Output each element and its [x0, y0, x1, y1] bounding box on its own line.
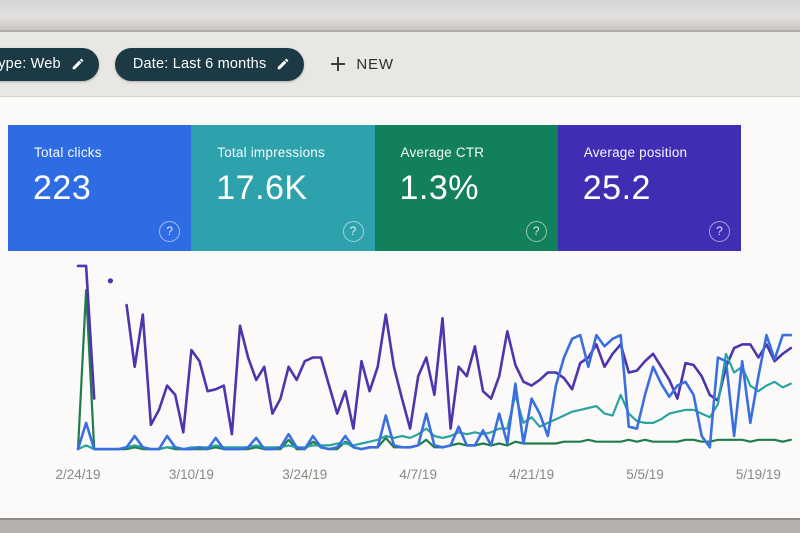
average-position-card[interactable]: Average position 25.2 ?: [557, 125, 741, 251]
card-value: 1.3%: [399, 169, 479, 207]
search-type-chip-label: type: Web: [0, 56, 61, 72]
edit-pencil-icon: [71, 57, 85, 71]
average-ctr-card[interactable]: Average CTR 1.3% ?: [374, 125, 558, 251]
x-axis-tick: 2/24/19: [55, 467, 101, 482]
card-label: Total clicks: [34, 145, 102, 160]
x-axis-tick: 5/19/19: [735, 467, 781, 482]
help-icon[interactable]: ?: [709, 221, 730, 242]
total-impressions-card[interactable]: Total impressions 17.6K ?: [191, 125, 375, 251]
x-axis-tick: 5/5/19: [626, 467, 664, 482]
metric-cards-row: Total clicks 223 ? Total impressions 17.…: [8, 125, 741, 251]
filter-toolbar: type: Web Date: Last 6 months NEW: [0, 32, 800, 97]
card-value: 25.2: [582, 169, 651, 207]
screen-bottom-edge: [0, 518, 800, 533]
screen-top-edge: [0, 0, 800, 32]
date-range-chip[interactable]: Date: Last 6 months: [114, 47, 305, 81]
card-label: Average CTR: [400, 145, 485, 160]
performance-report-panel: Total clicks 223 ? Total impressions 17.…: [0, 97, 800, 518]
total-clicks-card[interactable]: Total clicks 223 ?: [8, 125, 192, 251]
help-icon[interactable]: ?: [159, 221, 181, 242]
chart-x-axis: 2/24/19 3/10/19 3/24/19 4/7/19 4/21/19 5…: [0, 467, 800, 489]
help-icon[interactable]: ?: [342, 221, 364, 242]
x-axis-tick: 3/10/19: [168, 467, 214, 482]
performance-chart-area: 2/24/19 3/10/19 3/24/19 4/7/19 4/21/19 5…: [0, 251, 800, 501]
search-type-chip[interactable]: type: Web: [0, 47, 99, 81]
card-value: 17.6K: [216, 169, 308, 207]
x-axis-tick: 3/24/19: [282, 467, 328, 482]
x-axis-tick: 4/21/19: [509, 467, 555, 482]
card-value: 223: [33, 169, 92, 207]
plus-icon: [330, 56, 346, 72]
performance-chart: [76, 264, 793, 451]
new-filter-button[interactable]: NEW: [330, 56, 393, 73]
date-range-chip-label: Date: Last 6 months: [132, 56, 267, 72]
new-filter-button-label: NEW: [356, 55, 394, 73]
x-axis-tick: 4/7/19: [399, 467, 437, 482]
help-icon[interactable]: ?: [525, 221, 547, 242]
edit-pencil-icon: [276, 57, 290, 71]
card-label: Total impressions: [217, 145, 325, 160]
card-label: Average position: [583, 145, 688, 160]
